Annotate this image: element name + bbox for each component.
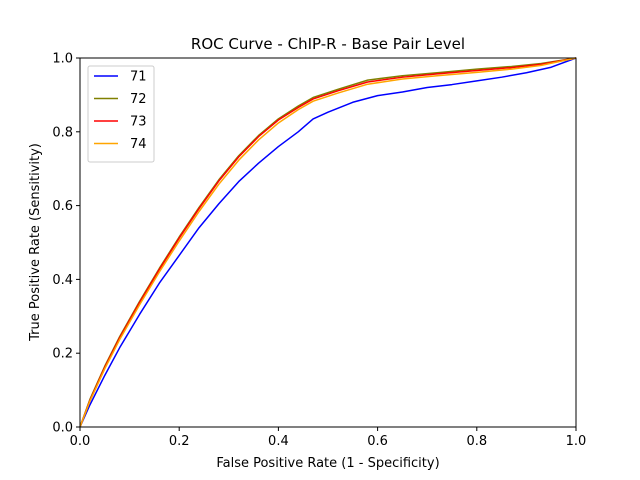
- y-axis-label: True Positive Rate (Sensitivity): [28, 143, 43, 342]
- legend-label: 73: [130, 115, 147, 130]
- x-tick-label: 0.0: [70, 434, 91, 449]
- y-tick-label: 0.2: [52, 347, 73, 362]
- x-tick-label: 0.2: [169, 434, 190, 449]
- chart-title: ROC Curve - ChIP-R - Base Pair Level: [191, 35, 465, 53]
- legend-label: 71: [130, 70, 147, 85]
- y-tick-label: 0.4: [52, 273, 73, 288]
- x-tick-label: 0.8: [466, 434, 487, 449]
- legend-box: [87, 65, 155, 163]
- x-tick-label: 0.4: [268, 434, 289, 449]
- legend: 71 72 73 74: [87, 65, 155, 163]
- y-tick-label: 0.6: [52, 199, 73, 214]
- plot-lines: [79, 57, 577, 428]
- series-line-2: [79, 57, 577, 428]
- series-line-3: [79, 57, 577, 428]
- y-tick-label: 1.0: [52, 52, 73, 67]
- x-tick-label: 0.6: [367, 434, 388, 449]
- series-line-0: [79, 57, 577, 428]
- x-tick-label: 1.0: [566, 434, 587, 449]
- legend-label: 72: [130, 92, 147, 107]
- y-axis-ticks: 0.0 0.2 0.4 0.6 0.8 1.0: [52, 52, 80, 436]
- y-tick-label: 0.8: [52, 125, 73, 140]
- y-tick-label: 0.0: [52, 421, 73, 436]
- plot-frame: [79, 57, 577, 428]
- x-axis-ticks: 0.0 0.2 0.4 0.6 0.8 1.0: [70, 427, 587, 449]
- legend-label: 74: [130, 137, 147, 152]
- x-axis-label: False Positive Rate (1 - Specificity): [216, 456, 439, 471]
